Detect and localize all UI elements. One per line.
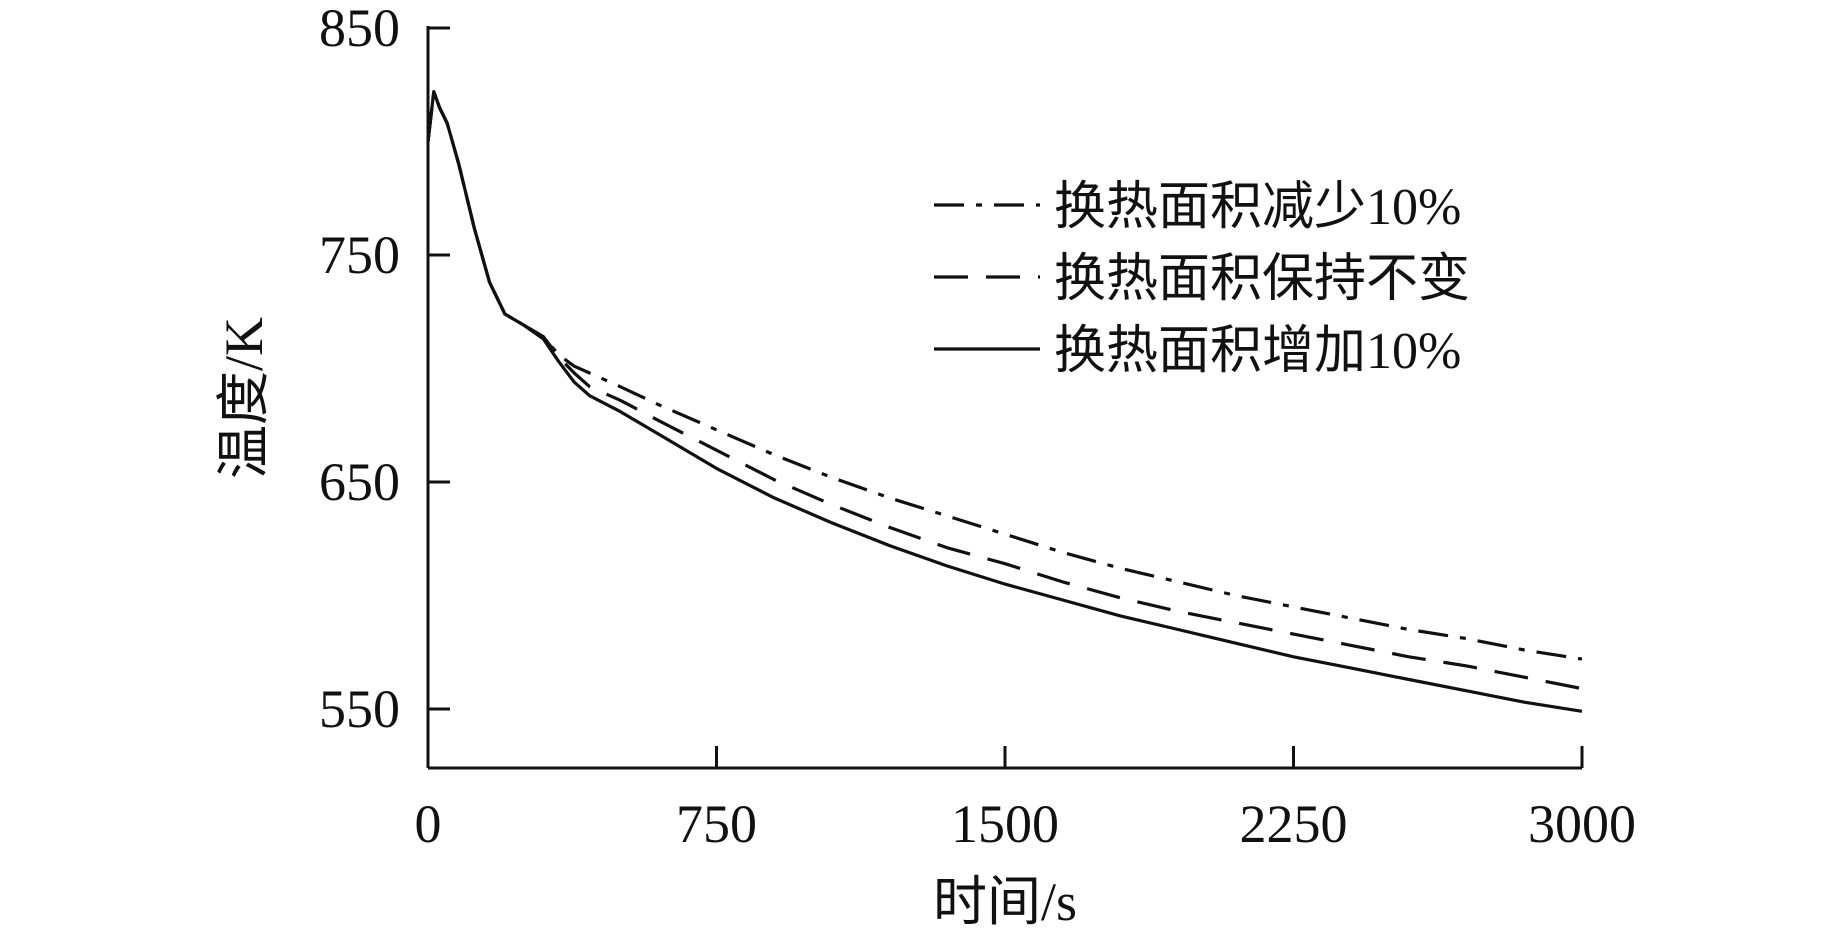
x-tick-label: 3000 bbox=[1528, 794, 1636, 854]
series-line-3 bbox=[426, 90, 1583, 713]
x-ticks: 0 750 1500 2250 3000 bbox=[415, 746, 1636, 854]
x-axis-label: 时间/s bbox=[933, 872, 1077, 932]
x-tick-label: 0 bbox=[415, 794, 442, 854]
y-tick-label: 650 bbox=[319, 452, 400, 512]
series-layer bbox=[426, 90, 1583, 713]
legend-label-2: 换热面积保持不变 bbox=[1054, 251, 1470, 308]
legend-label-1: 换热面积减少10% bbox=[1054, 179, 1461, 236]
y-tick-label: 750 bbox=[319, 225, 400, 285]
y-tick-label: 550 bbox=[319, 679, 400, 739]
x-tick-label: 1500 bbox=[951, 794, 1059, 854]
x-tick-label: 2250 bbox=[1240, 794, 1348, 854]
legend-label-3: 换热面积增加10% bbox=[1054, 323, 1461, 380]
y-tick-label: 850 bbox=[319, 0, 400, 58]
series-line-2 bbox=[426, 90, 1583, 691]
y-axis-label: 温度/K bbox=[214, 317, 274, 479]
y-ticks: 550 650 750 850 bbox=[319, 0, 450, 739]
x-tick-label: 750 bbox=[676, 794, 757, 854]
